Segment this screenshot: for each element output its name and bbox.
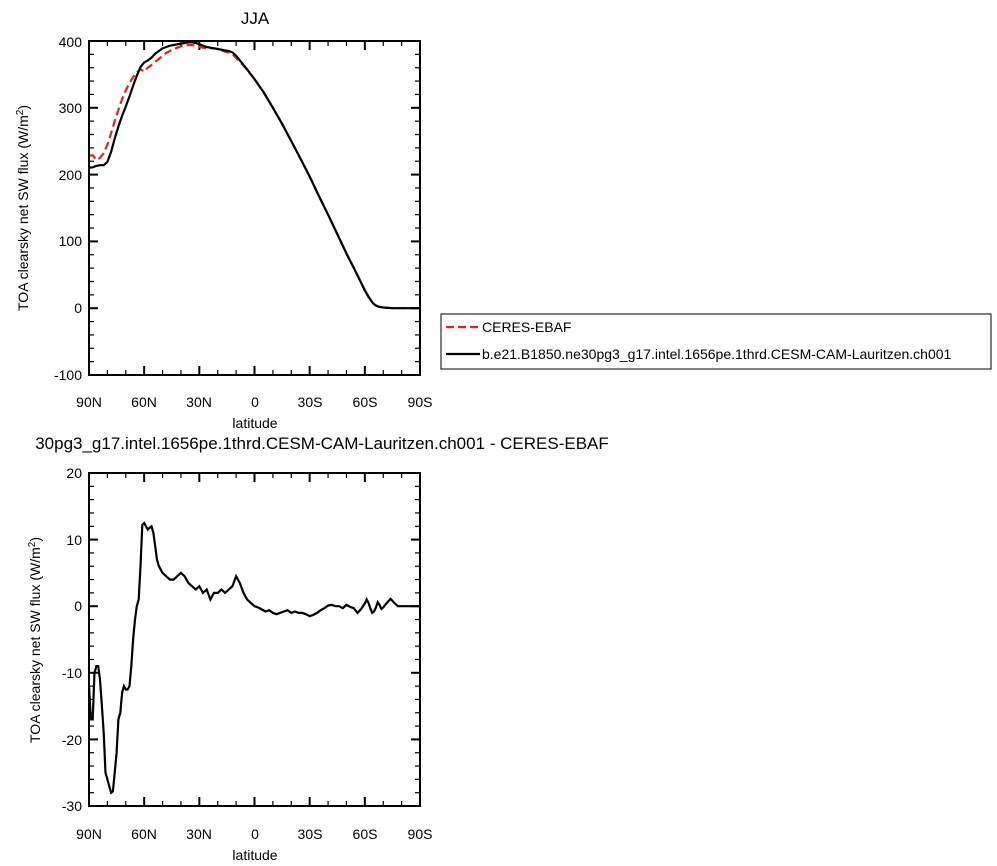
bottom-x-tick-label-60n: 60N: [131, 826, 157, 842]
top-x-tick-label-60s: 60S: [353, 394, 378, 410]
bottom-plot-frame: [88, 472, 421, 807]
top-x-tick-label-30n: 30N: [186, 394, 212, 410]
bottom-x-axis-label: latitude: [232, 847, 277, 863]
top-y-tick-label-300: 300: [59, 100, 83, 116]
top-x-tick-label-90s: 90S: [408, 394, 433, 410]
top-y-tick-label-400: 400: [59, 34, 83, 50]
top-series-model-line: [89, 41, 420, 310]
bottom-x-tick-label-0: 0: [251, 826, 259, 842]
bottom-y-axis-label: TOA clearsky net SW flux (W/m2): [27, 537, 44, 743]
bottom-y-axis-label-close: ): [27, 537, 43, 542]
bottom-x-tick-label-60s: 60S: [353, 826, 378, 842]
bottom-x-tick-label-90n: 90N: [76, 826, 102, 842]
bottom-series-difference-line: [89, 521, 420, 795]
top-panel: JJA TOA clearsky net SW flux (W/m2) -100…: [15, 9, 992, 431]
top-x-tick-label-0: 0: [251, 394, 259, 410]
bottom-y-tick-label-neg30: -30: [62, 798, 82, 814]
bottom-y-tick-label-neg20: -20: [62, 732, 82, 748]
bottom-x-tick-label-30n: 30N: [186, 826, 212, 842]
bottom-y-tick-label-10: 10: [66, 532, 82, 548]
top-y-axis-label-close: ): [15, 105, 31, 110]
bottom-chart-title: 30pg3_g17.intel.1656pe.1thrd.CESM-CAM-La…: [35, 434, 609, 453]
bottom-x-tick-label-30s: 30S: [298, 826, 323, 842]
top-y-tick-marks: [89, 40, 420, 376]
legend-label-ceres-ebaf: CERES-EBAF: [482, 319, 571, 335]
bottom-x-tick-label-90s: 90S: [408, 826, 433, 842]
top-y-tick-label-100: 100: [59, 233, 83, 249]
top-chart-title: JJA: [241, 9, 270, 28]
top-y-tick-label-0: 0: [74, 300, 82, 316]
top-y-tick-label-200: 200: [59, 167, 83, 183]
top-x-tick-label-30s: 30S: [298, 394, 323, 410]
top-x-axis-label: latitude: [232, 415, 277, 431]
top-x-tick-label-90n: 90N: [76, 394, 102, 410]
bottom-y-axis-label-sup: 2: [27, 541, 38, 547]
top-plot-area: [89, 41, 420, 310]
top-legend: CERES-EBAF b.e21.B1850.ne30pg3_g17.intel…: [440, 313, 992, 370]
top-series-ceres-ebaf-line: [89, 43, 420, 310]
top-x-tick-label-60n: 60N: [131, 394, 157, 410]
top-y-axis-label: TOA clearsky net SW flux (W/m2): [15, 105, 32, 311]
top-y-tick-label-neg100: -100: [54, 367, 82, 383]
top-y-axis-label-main: TOA clearsky net SW flux (W/m: [15, 115, 31, 311]
bottom-y-axis-label-main: TOA clearsky net SW flux (W/m: [27, 547, 43, 743]
bottom-y-tick-label-20: 20: [66, 465, 82, 481]
bottom-y-tick-marks: [89, 472, 420, 807]
bottom-y-tick-label-neg10: -10: [62, 665, 82, 681]
bottom-plot-area: [89, 521, 420, 795]
top-y-axis-label-sup: 2: [15, 109, 26, 115]
legend-label-model: b.e21.B1850.ne30pg3_g17.intel.1656pe.1th…: [482, 346, 952, 362]
bottom-x-tick-marks: [88, 473, 421, 806]
bottom-panel: 30pg3_g17.intel.1656pe.1thrd.CESM-CAM-La…: [27, 434, 609, 863]
top-legend-box: [440, 313, 992, 370]
top-plot-frame: [88, 40, 421, 376]
bottom-y-tick-label-0: 0: [74, 598, 82, 614]
top-x-tick-marks: [88, 41, 421, 375]
